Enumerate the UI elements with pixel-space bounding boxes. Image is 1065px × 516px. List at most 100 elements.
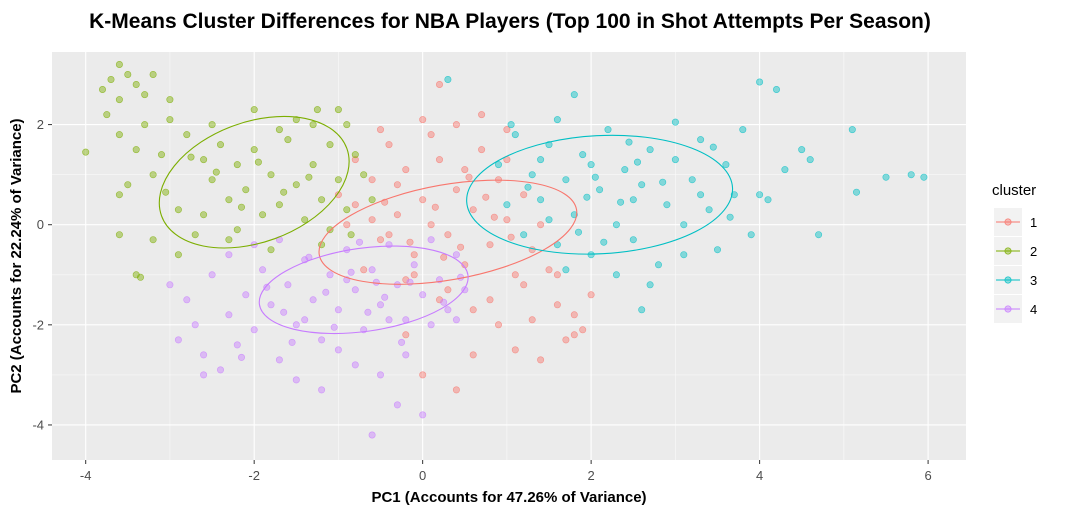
x-tick-label: -2 [248,468,260,483]
cluster-1-point [334,191,342,199]
cluster-4-point [402,351,410,359]
cluster-2-point [326,226,334,234]
cluster-3-point [726,213,734,221]
x-tick-label: 2 [588,468,595,483]
cluster-1-point [360,266,368,274]
cluster-1-point [520,281,528,289]
cluster-2-point [132,146,140,154]
cluster-1-point [406,238,414,246]
cluster-4-point [318,386,326,394]
cluster-3-point [697,191,705,199]
cluster-4-point [233,341,241,349]
cluster-1-point [587,291,595,299]
cluster-2-point [141,121,149,129]
cluster-4-point [217,366,225,374]
cluster-1-point [469,351,477,359]
cluster-2-point [187,153,195,161]
cluster-2-point [158,151,166,159]
cluster-3-point [524,183,532,191]
cluster-2-point [149,171,157,179]
cluster-3-ellipse [466,134,734,255]
cluster-1-point [494,321,502,329]
cluster-1-point [419,371,427,379]
cluster-3-point [503,201,511,209]
cluster-4-point [280,308,288,316]
cluster-1-point [545,266,553,274]
cluster-3-point [806,156,814,164]
legend-key-point [1004,305,1012,313]
cluster-3-point [553,116,561,124]
cluster-1-point [452,186,460,194]
cluster-4-point [242,291,250,299]
cluster-2-point [250,106,258,114]
cluster-3-point [444,76,452,84]
cluster-4-point [238,353,246,361]
cluster-4-point [292,376,300,384]
cluster-3-point [671,156,679,164]
cluster-3-point [920,173,928,181]
cluster-2-point [115,96,123,104]
cluster-2-point [208,121,216,129]
cluster-3-point [705,206,713,214]
data-points [82,60,928,439]
cluster-3-point [739,126,747,134]
cluster-2-point [225,196,233,204]
cluster-3-point [545,216,553,224]
cluster-2-point [368,196,376,204]
cluster-2-point [360,171,368,179]
cluster-4-point [225,311,233,319]
cluster-2-point [183,131,191,139]
cluster-2-point [318,196,326,204]
cluster-2-point [208,176,216,184]
cluster-3-point [680,251,688,259]
cluster-1-point [440,253,448,261]
major-gridlines [52,52,966,460]
cluster-2-point [115,131,123,139]
cluster-2-point [259,211,267,219]
legend-title: cluster [992,182,1036,199]
cluster-1-point [570,311,578,319]
cluster-1-point [503,216,511,224]
cluster-2-point [115,191,123,199]
cluster-2-point [200,156,208,164]
cluster-2-point [200,211,208,219]
cluster-2-point [334,176,342,184]
cluster-2-point [343,206,351,214]
y-tick-label: 0 [37,217,44,232]
cluster-4-point [347,268,355,276]
cluster-2-point [275,126,283,134]
legend-key-point [1004,247,1012,255]
cluster-3-point [709,143,717,151]
y-tick-label: -4 [32,417,44,432]
cluster-1-point [351,156,359,164]
cluster-1-point [562,336,570,344]
cluster-4-point [200,351,208,359]
cluster-2-point [280,188,288,196]
cluster-3-point [852,188,860,196]
cluster-4-point [427,236,435,244]
cluster-4-point [284,281,292,289]
cluster-1-point [469,306,477,314]
x-tick-label: 0 [419,468,426,483]
cluster-3-point [756,191,764,199]
cluster-2-point [309,121,317,129]
cluster-3-point [663,201,671,209]
cluster-3-point [722,161,730,169]
cluster-4-point [372,278,380,286]
cluster-2-point [267,246,275,254]
legend-item-3: 3 [994,266,1037,294]
cluster-4-ellipse [258,245,469,335]
cluster-1-point [457,243,465,251]
plot-panel [52,52,966,460]
cluster-1-point [553,271,561,279]
chart-title: K-Means Cluster Differences for NBA Play… [89,10,931,33]
cluster-4-point [326,271,334,279]
cluster-1-point [444,286,452,294]
cluster-1-point [528,316,536,324]
cluster-3-point [596,186,604,194]
cluster-4-point [351,286,359,294]
cluster-2-point [132,271,140,279]
cluster-4-point [364,308,372,316]
x-axis-title: PC1 (Accounts for 47.26% of Variance) [371,489,646,506]
cluster-4-point [452,251,460,259]
